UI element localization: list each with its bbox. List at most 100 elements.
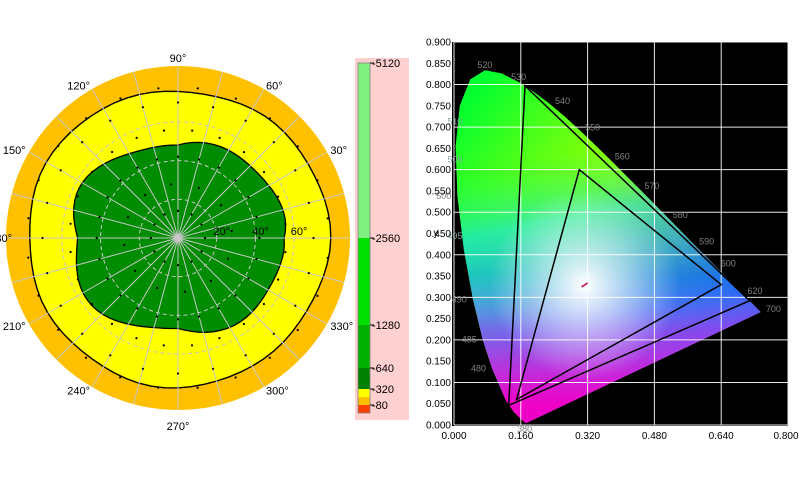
sample-dot (155, 315, 159, 318)
sample-dot (218, 136, 221, 139)
wavelength-label: 510 (447, 117, 462, 127)
sample-dot (197, 315, 201, 318)
white-point-marker (581, 282, 588, 288)
y-axis-ticks: 0.000 0.050 0.100 0.150 0.200 0.250 0.300 0.350… (426, 38, 451, 432)
y-tick-label: 0.150 (426, 357, 451, 368)
color-scale-labels: -5120 -2560 -1280 -640 -320 -80 (370, 58, 400, 412)
sample-dot (176, 372, 180, 375)
wavelength-label: 570 (644, 181, 659, 191)
sample-dot (141, 367, 144, 370)
wavelength-label: 590 (699, 237, 714, 247)
sample-dot (294, 169, 297, 172)
sample-dot (69, 250, 72, 254)
grid-spoke-300 (177, 237, 265, 388)
angle-label-150: 150° (3, 145, 26, 157)
sample-dot (284, 222, 287, 226)
sample-dot (209, 279, 212, 283)
sample-dot (123, 243, 126, 247)
sample-dot (268, 117, 272, 120)
sample-dot (111, 150, 114, 154)
sample-dot (162, 129, 166, 132)
scale-segment (358, 397, 370, 405)
sample-dot (247, 196, 250, 199)
y-tick-label: 0.750 (426, 101, 451, 112)
y-tick-label: 0.450 (426, 229, 451, 240)
grid-spoke-285 (177, 237, 223, 405)
sample-dot (204, 236, 207, 240)
sample-dot (242, 322, 245, 326)
sample-dot (268, 356, 271, 359)
y-tick-label: 0.300 (426, 293, 451, 304)
sample-dot (27, 217, 30, 220)
scale-segment (358, 389, 370, 397)
sample-dot (272, 141, 275, 144)
sample-dot (153, 223, 156, 226)
sample-dot (119, 376, 122, 379)
sample-dot (234, 376, 237, 379)
sample-dot (277, 195, 280, 198)
sample-dot (37, 179, 40, 182)
sample-dot (262, 171, 266, 174)
wavelength-label: 500 (436, 191, 451, 201)
sample-dot (57, 144, 60, 148)
sample-dot (234, 97, 237, 100)
sample-dot (307, 272, 310, 275)
scale-label: -320 (372, 384, 394, 396)
sample-dot (85, 117, 88, 120)
sample-dot (255, 215, 258, 219)
grid-spoke-345 (177, 237, 345, 283)
sample-dot (98, 215, 101, 219)
wavelength-label: 600 (721, 258, 736, 268)
y-tick-label: 0.400 (426, 250, 451, 261)
sample-dot (190, 213, 193, 216)
wavelength-label: 580 (673, 210, 688, 220)
grid-spoke-135 (56, 116, 179, 239)
sample-dot (183, 290, 187, 293)
grid-spoke-195 (11, 237, 179, 283)
sample-dot (57, 328, 60, 331)
angle-label-30: 30° (330, 145, 347, 157)
x-tick-label: 0.640 (709, 431, 734, 442)
grid-spoke-255 (133, 237, 179, 405)
sample-dot (212, 106, 215, 109)
chart-grid (453, 41, 789, 426)
sample-dot (157, 87, 160, 90)
x-tick-label: 0.800 (773, 431, 798, 442)
radial-label-40: 40° (252, 226, 269, 238)
y-tick-label: 0.100 (426, 378, 451, 389)
x-axis-ticks: 0.000 0.160 0.320 0.480 0.640 0.800 (441, 431, 798, 442)
sample-dot (262, 302, 265, 306)
polar-plot: 30° 60° 90° 120° 150° 180° 210° 240° 270° 300° 330… (0, 53, 353, 433)
sample-dot (91, 170, 94, 174)
sample-dot (176, 318, 180, 321)
angle-label-210: 210° (3, 321, 26, 333)
sample-dot (294, 304, 297, 307)
sample-dot (242, 151, 246, 154)
sample-dot (197, 186, 200, 190)
sample-dot (81, 141, 84, 144)
grid-spoke-15 (177, 193, 345, 239)
sample-dot (136, 166, 139, 169)
x-tick-label: 0.320 (575, 431, 600, 442)
sample-dot (135, 337, 138, 340)
y-tick-label: 0.800 (426, 80, 451, 91)
scale-segment (358, 405, 370, 413)
gamut-triangles (507, 84, 751, 407)
y-tick-label: 0.850 (426, 59, 451, 70)
polar-grid (6, 66, 350, 410)
sample-dot (226, 257, 230, 260)
sample-dot (76, 278, 79, 281)
wavelength-label: 620 (748, 286, 763, 296)
y-tick-label: 0.250 (426, 314, 451, 325)
sample-dot (244, 119, 247, 122)
sample-dot (169, 183, 173, 186)
sample-dot (153, 250, 156, 253)
sample-dot (296, 328, 299, 332)
polar-radial-labels: 20° 40° 60° (213, 226, 307, 238)
sample-dot (272, 332, 275, 335)
gamut-triangle-2 (515, 168, 723, 402)
sample-dot (98, 257, 101, 261)
sample-dot (46, 201, 49, 204)
grid-spoke-315 (177, 237, 300, 360)
sample-dot (217, 307, 220, 310)
